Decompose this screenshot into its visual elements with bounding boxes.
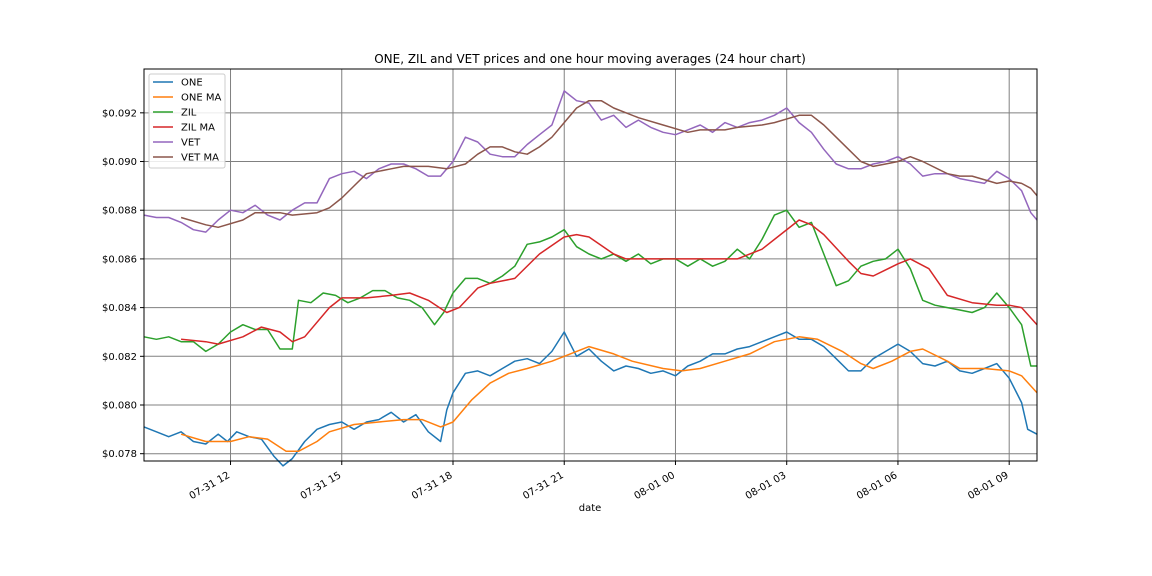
legend: ONE ONE MA ZIL ZIL MA VET VET MA [148, 73, 226, 169]
legend-label-vet: VET [181, 138, 201, 149]
legend-label-one: ONE [181, 78, 203, 89]
legend-label-vet-ma: VET MA [181, 153, 219, 164]
y-tick-label: $0.090 [102, 157, 137, 168]
y-axis: $0.078 $0.080 $0.082 $0.084 $0.086 $0.088 $0.0… [102, 108, 144, 460]
y-tick-label: $0.080 [102, 401, 137, 412]
series-line-zil [143, 209, 1037, 367]
y-tick-label: $0.092 [102, 108, 137, 119]
grid [144, 69, 1037, 461]
y-tick-label: $0.082 [102, 352, 137, 363]
y-tick-label: $0.086 [102, 254, 137, 265]
series-line-zil-ma [181, 219, 1038, 345]
plot-area-frame [143, 68, 1038, 462]
y-tick-label: $0.078 [102, 449, 137, 460]
series-line-vet-ma [180, 99, 1038, 229]
legend-label-zil: ZIL [181, 108, 197, 119]
series-line-one [143, 331, 1038, 467]
chart-title: ONE, ZIL and VET prices and one hour mov… [374, 52, 806, 66]
x-axis-label: date [579, 503, 602, 514]
legend-label-one-ma: ONE MA [181, 93, 221, 104]
y-tick-label: $0.088 [102, 206, 137, 217]
legend-label-zil-ma: ZIL MA [181, 123, 215, 134]
series-line-one-ma [180, 336, 1038, 453]
series-lines [143, 90, 1038, 467]
y-tick-label: $0.084 [102, 303, 137, 314]
series-line-vet [143, 90, 1038, 233]
